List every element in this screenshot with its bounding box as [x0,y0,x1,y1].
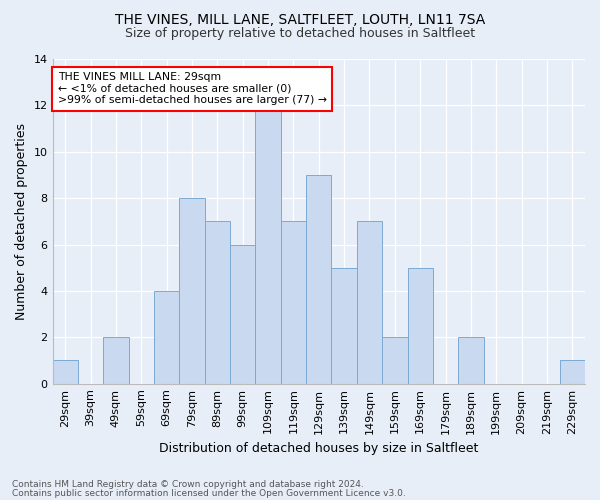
Text: Contains public sector information licensed under the Open Government Licence v3: Contains public sector information licen… [12,488,406,498]
Bar [306,175,331,384]
X-axis label: Distribution of detached houses by size in Saltfleet: Distribution of detached houses by size … [159,442,478,455]
Text: Contains HM Land Registry data © Crown copyright and database right 2024.: Contains HM Land Registry data © Crown c… [12,480,364,489]
Bar [407,268,433,384]
Bar [103,338,128,384]
Bar [154,291,179,384]
Text: THE VINES MILL LANE: 29sqm
← <1% of detached houses are smaller (0)
>99% of semi: THE VINES MILL LANE: 29sqm ← <1% of deta… [58,72,327,105]
Bar [357,222,382,384]
Text: THE VINES, MILL LANE, SALTFLEET, LOUTH, LN11 7SA: THE VINES, MILL LANE, SALTFLEET, LOUTH, … [115,12,485,26]
Bar [331,268,357,384]
Bar [256,106,281,384]
Bar [458,338,484,384]
Bar [281,222,306,384]
Bar [560,360,585,384]
Text: Size of property relative to detached houses in Saltfleet: Size of property relative to detached ho… [125,28,475,40]
Y-axis label: Number of detached properties: Number of detached properties [15,123,28,320]
Bar [382,338,407,384]
Bar [179,198,205,384]
Bar [205,222,230,384]
Bar [53,360,78,384]
Bar [230,244,256,384]
